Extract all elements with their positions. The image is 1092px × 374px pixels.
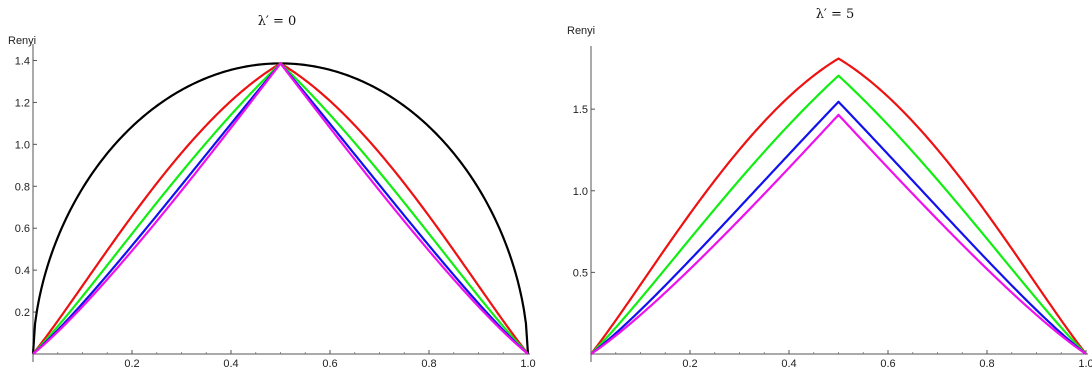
series-line-1	[590, 74, 1087, 355]
y-tick-label: 1.0	[15, 139, 30, 151]
y-tick-label: 1.5	[573, 104, 588, 116]
series-line-0	[31, 62, 530, 355]
series-line-2	[590, 100, 1087, 355]
y-axis-label: Renyi	[567, 25, 595, 37]
series-line-2	[32, 62, 529, 355]
y-tick-label: 1.0	[573, 186, 588, 198]
x-tick-label: 0.2	[124, 358, 139, 370]
series-line-3	[590, 113, 1087, 355]
series-line-1	[32, 62, 529, 355]
series-line-0	[590, 57, 1087, 355]
y-tick-label: 0.2	[15, 307, 30, 319]
series-line-3	[32, 62, 529, 355]
x-tick-label: 0.6	[322, 358, 337, 370]
right-chart-panel: λ′ = 5 Renyi 0.2 0.4 0.6 0.8 1.0 0.5 1.0 1.5	[567, 7, 1092, 370]
x-tick-label: 1.0	[1078, 358, 1092, 370]
x-tick-label: 0.2	[682, 358, 697, 370]
x-tick-label: 0.4	[781, 358, 796, 370]
y-tick-label: 0.5	[573, 267, 588, 279]
x-tick-label: 1.0	[520, 358, 535, 370]
series-line-4	[32, 62, 529, 355]
y-tick-label: 0.4	[15, 265, 30, 277]
left-chart-panel: λ′ = 0 Renyi 0.2 0.4 0.6 0.8 1.0 0.2 0.4 0.6 0.8 1.…	[8, 14, 536, 370]
x-tick-label: 0.8	[421, 358, 436, 370]
y-tick-label: 0.8	[15, 181, 30, 193]
chart-title: λ′ = 0	[258, 14, 297, 29]
y-axis-label: Renyi	[8, 35, 36, 47]
y-tick-label: 0.6	[15, 223, 30, 235]
y-tick-label: 1.2	[15, 97, 30, 109]
x-tick-label: 0.4	[223, 358, 238, 370]
x-tick-label: 0.8	[979, 358, 994, 370]
chart-title: λ′ = 5	[816, 7, 855, 22]
x-tick-label: 0.6	[880, 358, 895, 370]
y-tick-label: 1.4	[15, 55, 30, 67]
